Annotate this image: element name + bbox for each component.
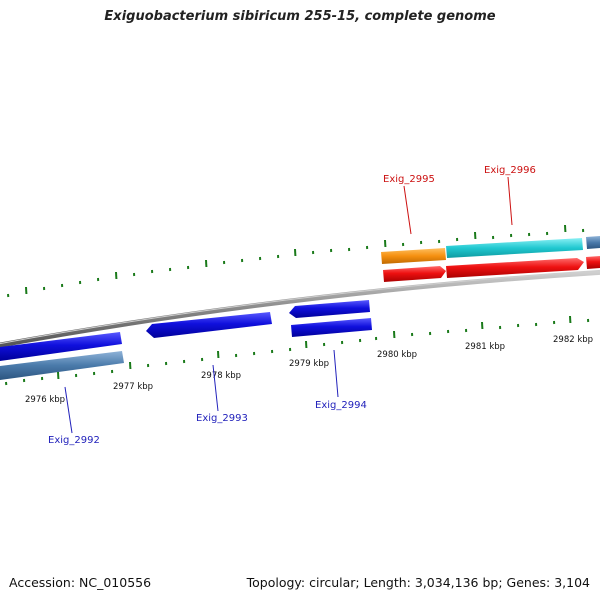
gene-label-exig-2995[interactable]: Exig_2995 xyxy=(383,174,435,185)
accession-text: Accession: NC_010556 xyxy=(9,575,152,590)
genome-stats-text: Topology: circular; Length: 3,034,136 bp… xyxy=(246,575,590,590)
gene-feature-exig-2996[interactable] xyxy=(446,238,583,258)
gene-feature-exig-2995[interactable] xyxy=(383,266,446,282)
genome-backbone xyxy=(0,269,600,348)
gene-feature-exig-2993[interactable] xyxy=(146,312,272,338)
outer-tick-ring xyxy=(7,224,585,298)
inner-tick-ring xyxy=(5,315,590,386)
kbp-label-2978: 2978 kbp xyxy=(201,371,241,381)
kbp-label-2976: 2976 kbp xyxy=(25,395,65,405)
gene-labels: Exig_2992 Exig_2993 Exig_2994 Exig_2995 … xyxy=(48,165,536,446)
map-title: Exiguobacterium sibiricum 255-15, comple… xyxy=(104,9,496,24)
gene-feature-exig-2994[interactable] xyxy=(289,300,370,318)
kbp-label-2979: 2979 kbp xyxy=(289,359,329,369)
gene-feature-blue-2994b[interactable] xyxy=(291,318,372,337)
gene-label-exig-2994[interactable]: Exig_2994 xyxy=(315,400,367,411)
gene-feature-orange[interactable] xyxy=(381,248,446,264)
gene-feature-exig-2992-alt[interactable] xyxy=(0,351,124,380)
gene-label-exig-2992[interactable]: Exig_2992 xyxy=(48,435,100,446)
kbp-label-2982: 2982 kbp xyxy=(553,335,593,345)
kbp-label-2981: 2981 kbp xyxy=(465,342,505,352)
kbp-label-2977: 2977 kbp xyxy=(113,382,153,392)
gene-feature-red-2[interactable] xyxy=(446,258,584,278)
gene-leader-lines xyxy=(64,176,513,434)
gene-feature-red-edge[interactable] xyxy=(586,256,600,269)
gene-feature-exig-2992[interactable] xyxy=(0,332,122,361)
kbp-labels: 2976 kbp 2977 kbp 2978 kbp 2979 kbp 2980… xyxy=(25,335,593,405)
kbp-label-2980: 2980 kbp xyxy=(377,350,417,360)
gene-feature-steel-edge[interactable] xyxy=(586,236,600,249)
gene-label-exig-2993[interactable]: Exig_2993 xyxy=(196,413,248,424)
gene-label-exig-2996[interactable]: Exig_2996 xyxy=(484,165,536,176)
